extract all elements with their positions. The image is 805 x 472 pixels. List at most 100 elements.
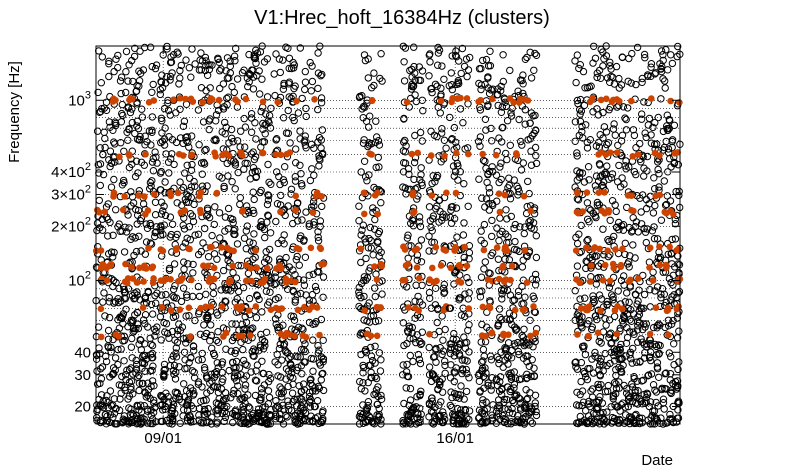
cluster-point [624, 392, 633, 400]
cluster-point [120, 285, 128, 294]
cluster-point [285, 54, 294, 62]
cluster-point [447, 388, 455, 396]
cluster-point [198, 170, 207, 178]
loud-cluster-point [479, 303, 487, 311]
loud-cluster-point [463, 95, 471, 102]
cluster-point [603, 300, 611, 308]
cluster-point [452, 138, 460, 147]
cluster-point [194, 378, 203, 386]
cluster-point [367, 312, 375, 320]
cluster-point [296, 419, 304, 428]
cluster-point [100, 128, 108, 137]
cluster-point [619, 103, 628, 111]
cluster-point [657, 47, 666, 55]
cluster-point [495, 359, 503, 368]
cluster-point [438, 125, 446, 133]
cluster-point [180, 225, 189, 233]
cluster-point [649, 123, 657, 132]
loud-cluster-point [607, 149, 614, 156]
cluster-point [359, 369, 367, 377]
cluster-point [300, 236, 308, 244]
x-axis-label: Date [641, 452, 673, 469]
cluster-point [629, 214, 637, 222]
cluster-point [500, 395, 509, 403]
cluster-point [614, 403, 622, 411]
loud-cluster-point [158, 304, 166, 311]
cluster-point [613, 103, 621, 111]
cluster-point [373, 133, 381, 141]
loud-cluster-point [502, 243, 509, 251]
cluster-point [278, 356, 286, 364]
cluster-point [463, 72, 471, 81]
cluster-point [465, 248, 474, 257]
cluster-point [357, 413, 365, 421]
cluster-point [438, 213, 447, 222]
cluster-point [411, 297, 419, 305]
cluster-point [136, 336, 144, 344]
loud-cluster-point [579, 208, 586, 215]
loud-cluster-point [452, 189, 460, 197]
cluster-point [484, 101, 492, 109]
cluster-point [290, 396, 299, 404]
cluster-point [607, 72, 615, 81]
cluster-point [248, 414, 257, 422]
cluster-point [124, 211, 132, 219]
loud-cluster-point [316, 244, 324, 251]
cluster-point [368, 84, 376, 92]
cluster-point [245, 50, 253, 59]
cluster-point [106, 147, 115, 155]
loud-cluster-point [652, 304, 660, 312]
cluster-point [367, 368, 375, 377]
cluster-point [457, 382, 465, 390]
cluster-point [285, 93, 293, 101]
cluster-point [640, 172, 648, 180]
cluster-point [109, 413, 117, 421]
cluster-point [138, 113, 147, 121]
cluster-point [627, 79, 635, 87]
cluster-point [418, 281, 426, 289]
loud-cluster-point [520, 192, 528, 200]
cluster-point [306, 58, 314, 67]
cluster-point [374, 137, 383, 145]
cluster-point [456, 409, 464, 417]
cluster-point [647, 63, 655, 71]
cluster-point [150, 399, 158, 407]
cluster-point [114, 345, 122, 354]
cluster-point [441, 325, 449, 334]
loud-cluster-point [510, 99, 517, 106]
cluster-point [404, 372, 413, 381]
cluster-point [590, 298, 598, 306]
cluster-point [582, 257, 590, 265]
cluster-point [202, 87, 210, 95]
cluster-point [493, 224, 501, 232]
cluster-point [166, 233, 174, 241]
cluster-point [403, 234, 412, 242]
cluster-point [99, 150, 107, 159]
cluster-point [172, 368, 180, 377]
cluster-point [450, 172, 458, 180]
cluster-point [312, 286, 321, 295]
cluster-point [213, 255, 221, 263]
cluster-point [180, 406, 188, 414]
cluster-point [195, 141, 203, 149]
cluster-point [158, 117, 166, 125]
cluster-point [634, 318, 642, 326]
cluster-point [319, 386, 328, 395]
cluster-point [241, 385, 249, 393]
cluster-point [418, 67, 427, 75]
cluster-point [271, 273, 279, 281]
cluster-point [161, 328, 169, 336]
cluster-point [511, 374, 520, 382]
cluster-point [112, 206, 120, 214]
cluster-point [111, 298, 120, 306]
cluster-point [133, 401, 141, 410]
cluster-point [655, 183, 663, 191]
loud-cluster-point [239, 332, 246, 340]
cluster-point [669, 281, 677, 289]
cluster-point [646, 339, 654, 348]
cluster-point [498, 227, 506, 236]
cluster-point [222, 410, 231, 418]
cluster-point [103, 392, 111, 400]
cluster-point [229, 359, 237, 367]
cluster-point [256, 416, 265, 424]
